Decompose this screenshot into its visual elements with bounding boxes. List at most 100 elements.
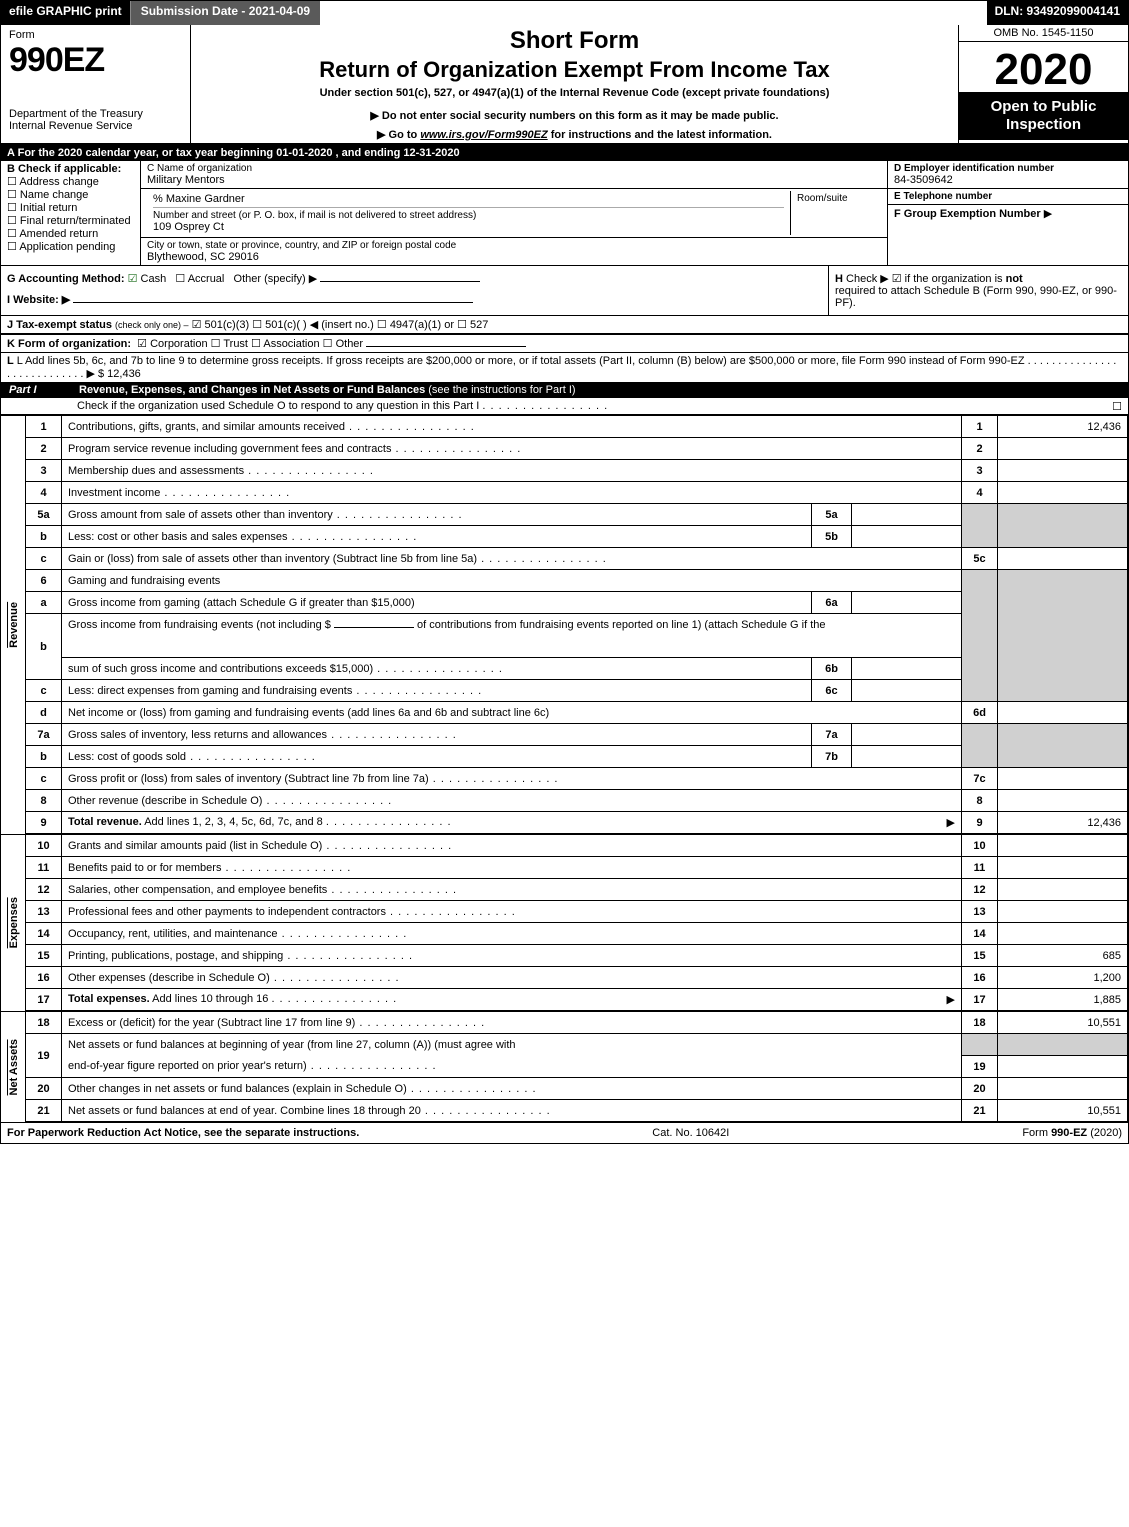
chk-app-pending[interactable]: Application pending	[7, 240, 134, 253]
under-section: Under section 501(c), 527, or 4947(a)(1)…	[197, 87, 952, 99]
chk-accrual[interactable]: Accrual	[175, 273, 224, 285]
gross-receipts: $ 12,436	[98, 368, 141, 380]
chk-cash[interactable]: Cash	[128, 273, 167, 285]
form-header: Form 990EZ Department of the Treasury In…	[1, 25, 1128, 145]
footer-center: Cat. No. 10642I	[652, 1127, 729, 1139]
line-21: Net assets or fund balances at end of ye…	[62, 1100, 962, 1122]
revenue-label: Revenue	[7, 602, 20, 648]
line-5c: Gain or (loss) from sale of assets other…	[62, 548, 962, 570]
org-name: Military Mentors	[147, 174, 881, 186]
line-18: Excess or (deficit) for the year (Subtra…	[62, 1012, 962, 1034]
group-exemption-label: F Group Exemption Number	[894, 208, 1041, 220]
line-7a: Gross sales of inventory, less returns a…	[62, 724, 812, 746]
chk-initial-return[interactable]: Initial return	[7, 201, 134, 214]
line-19a: Net assets or fund balances at beginning…	[62, 1034, 962, 1056]
accounting-method: G Accounting Method: Cash Accrual Other …	[1, 266, 828, 315]
submission-date: Submission Date - 2021-04-09	[130, 1, 320, 25]
efile-print[interactable]: efile GRAPHIC print	[1, 1, 130, 25]
block-b-title: B Check if applicable:	[7, 163, 134, 175]
form-page: efile GRAPHIC print Submission Date - 20…	[0, 0, 1129, 1144]
omb-number: OMB No. 1545-1150	[959, 25, 1128, 42]
line-6: Gaming and fundraising events	[62, 570, 962, 592]
phone-label: E Telephone number	[894, 191, 1122, 202]
page-footer: For Paperwork Reduction Act Notice, see …	[1, 1122, 1128, 1143]
val-9: 12,436	[998, 812, 1128, 834]
line-13: Professional fees and other payments to …	[62, 901, 962, 923]
short-form-title: Short Form	[197, 27, 952, 55]
room-label: Room/suite	[797, 193, 875, 204]
line-7b: Less: cost of goods sold	[62, 746, 812, 768]
irs-label: Internal Revenue Service	[9, 120, 182, 132]
ein-label: D Employer identification number	[894, 163, 1122, 174]
care-of: % Maxine Gardner	[153, 193, 784, 205]
line-17: Total expenses. Add lines 10 through 16 …	[62, 989, 962, 1011]
irs-link[interactable]: www.irs.gov/Form990EZ	[420, 129, 547, 141]
line-10: Grants and similar amounts paid (list in…	[62, 835, 962, 857]
form-label: Form	[9, 29, 182, 41]
line-3: Membership dues and assessments	[62, 460, 962, 482]
netassets-section: Net Assets 18Excess or (deficit) for the…	[1, 1011, 1128, 1122]
line-6a: Gross income from gaming (attach Schedul…	[62, 592, 812, 614]
tax-year: 2020	[959, 42, 1128, 92]
dln: DLN: 93492099004141	[987, 1, 1128, 25]
netassets-label: Net Assets	[7, 1039, 20, 1095]
part1-header: Part I Revenue, Expenses, and Changes in…	[1, 382, 1128, 398]
addr-label: Number and street (or P. O. box, if mail…	[153, 207, 784, 221]
dept-treasury: Department of the Treasury	[9, 108, 182, 120]
website-label: I Website: ▶	[7, 294, 70, 306]
part1-check: Check if the organization used Schedule …	[1, 398, 1128, 415]
line-4: Investment income	[62, 482, 962, 504]
return-title: Return of Organization Exempt From Incom…	[197, 57, 952, 83]
row-l: L L Add lines 5b, 6c, and 7b to line 9 t…	[1, 352, 1128, 382]
chk-address-change[interactable]: Address change	[7, 175, 134, 188]
line-11: Benefits paid to or for members	[62, 857, 962, 879]
city-state-zip: Blythewood, SC 29016	[147, 251, 881, 263]
footer-left: For Paperwork Reduction Act Notice, see …	[7, 1127, 359, 1139]
ein-value: 84-3509642	[894, 174, 1122, 186]
line-9: Total revenue. Total revenue. Add lines …	[62, 812, 962, 834]
line-6b-3: sum of such gross income and contributio…	[62, 658, 812, 680]
line-8: Other revenue (describe in Schedule O)	[62, 790, 962, 812]
chk-final-return[interactable]: Final return/terminated	[7, 214, 134, 227]
val-18: 10,551	[998, 1012, 1128, 1034]
form-org-opts[interactable]: ☑ Corporation ☐ Trust ☐ Association ☐ Ot…	[137, 338, 363, 350]
line-16: Other expenses (describe in Schedule O)	[62, 967, 962, 989]
tax-exempt-opts[interactable]: ☑ 501(c)(3) ☐ 501(c)( ) ◀ (insert no.) ☐…	[192, 319, 489, 331]
line-19b: end-of-year figure reported on prior yea…	[62, 1056, 962, 1078]
line-6d: Net income or (loss) from gaming and fun…	[62, 702, 962, 724]
open-inspection: Open to Public Inspection	[959, 92, 1128, 140]
val-17: 1,885	[998, 989, 1128, 1011]
part1-label: Part I	[1, 382, 71, 398]
line-1: Contributions, gifts, grants, and simila…	[62, 416, 962, 438]
goto-note: ▶ Go to www.irs.gov/Form990EZ for instru…	[197, 128, 952, 141]
part1-title: Revenue, Expenses, and Changes in Net As…	[79, 384, 425, 396]
chk-amended[interactable]: Amended return	[7, 227, 134, 240]
form-number: 990EZ	[9, 41, 182, 80]
row-j: J Tax-exempt status (check only one) – ☑…	[1, 315, 1128, 333]
row-gh: G Accounting Method: Cash Accrual Other …	[1, 265, 1128, 315]
line-20: Other changes in net assets or fund bala…	[62, 1078, 962, 1100]
ssn-note: Do not enter social security numbers on …	[197, 109, 952, 122]
arrow-icon: ▶	[1044, 208, 1052, 220]
line-6c: Less: direct expenses from gaming and fu…	[62, 680, 812, 702]
chk-name-change[interactable]: Name change	[7, 188, 134, 201]
street-address: 109 Osprey Ct	[153, 221, 784, 233]
line-6b-1: Gross income from fundraising events (no…	[62, 614, 962, 636]
expenses-label: Expenses	[7, 897, 20, 948]
line-12: Salaries, other compensation, and employ…	[62, 879, 962, 901]
part1-checkbox[interactable]: ☐	[1112, 400, 1122, 413]
line-5a: Gross amount from sale of assets other t…	[62, 504, 812, 526]
val-21: 10,551	[998, 1100, 1128, 1122]
top-bar: efile GRAPHIC print Submission Date - 20…	[1, 1, 1128, 25]
org-info: B Check if applicable: Address change Na…	[1, 161, 1128, 265]
val-1: 12,436	[998, 416, 1128, 438]
row-k: K Form of organization: ☑ Corporation ☐ …	[1, 333, 1128, 352]
val-15: 685	[998, 945, 1128, 967]
expenses-section: Expenses 10Grants and similar amounts pa…	[1, 834, 1128, 1011]
block-h: H Check ▶ ☑ if the organization is not r…	[828, 266, 1128, 315]
line-5b: Less: cost or other basis and sales expe…	[62, 526, 812, 548]
line-2: Program service revenue including govern…	[62, 438, 962, 460]
val-16: 1,200	[998, 967, 1128, 989]
line-14: Occupancy, rent, utilities, and maintena…	[62, 923, 962, 945]
city-label: City or town, state or province, country…	[147, 240, 881, 251]
